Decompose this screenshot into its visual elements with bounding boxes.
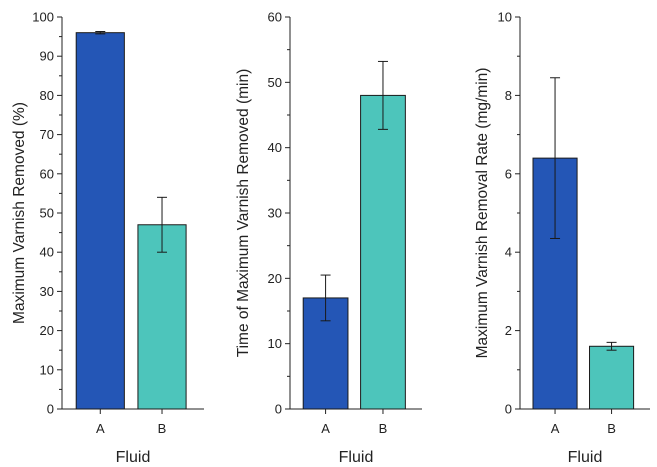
- y-axis-title: Time of Maximum Varnish Removed (min): [235, 69, 252, 358]
- y-tick-label: 0: [275, 402, 282, 417]
- y-tick-label: 40: [40, 245, 54, 260]
- y-tick-label: 50: [268, 75, 282, 90]
- y-tick-label: 2: [505, 323, 512, 338]
- x-tick-label: A: [321, 421, 330, 436]
- bar-B: [360, 94, 406, 410]
- x-tick-label: B: [379, 421, 388, 436]
- x-tick-label: B: [158, 421, 167, 436]
- y-axis-title: Maximum Varnish Removal Rate (mg/min): [474, 68, 491, 359]
- y-tick-label: 10: [498, 10, 512, 25]
- x-tick-label: A: [551, 421, 560, 436]
- y-tick-label: 10: [40, 362, 54, 377]
- y-axis-title: Maximum Varnish Removed (%): [11, 102, 28, 324]
- y-tick-label: 6: [505, 166, 512, 181]
- y-tick-label: 20: [268, 271, 282, 286]
- chart-panel-3: 0 2 4 6 8 10 A B Fluid Maximum Varnish Removal Ra…: [474, 10, 650, 466]
- y-tick-label: 70: [40, 127, 54, 142]
- x-tick-label: A: [96, 421, 105, 436]
- bar-B: [137, 224, 187, 410]
- x-tick-label: B: [607, 421, 616, 436]
- y-tick-label: 60: [40, 166, 54, 181]
- y-tick-label: 0: [505, 402, 512, 417]
- bar-B: [589, 345, 635, 410]
- y-tick-label: 4: [505, 245, 512, 260]
- y-tick-label: 60: [268, 10, 282, 25]
- y-tick-label: 40: [268, 140, 282, 155]
- chart-panel-1: 0 10 20 30 40 50 60 70 80 90 100 A B Fluid Maximum Var…: [11, 10, 204, 466]
- chart-panel-2: 0 10 20 30 40 50 60 A B Fluid Time of Maximum Varn…: [235, 10, 422, 466]
- x-axis-title: Fluid: [568, 449, 603, 466]
- x-axis-title: Fluid: [339, 449, 374, 466]
- x-axis-title: Fluid: [116, 449, 151, 466]
- y-tick-label: 90: [40, 49, 54, 64]
- y-tick-label: 80: [40, 88, 54, 103]
- y-tick-label: 10: [268, 336, 282, 351]
- bar-A: [75, 32, 125, 410]
- y-tick-label: 100: [32, 10, 54, 25]
- y-tick-label: 20: [40, 323, 54, 338]
- y-tick-label: 50: [40, 206, 54, 221]
- y-tick-label: 8: [505, 88, 512, 103]
- y-tick-label: 30: [40, 284, 54, 299]
- y-tick-label: 30: [268, 206, 282, 221]
- y-tick-label: 0: [47, 402, 54, 417]
